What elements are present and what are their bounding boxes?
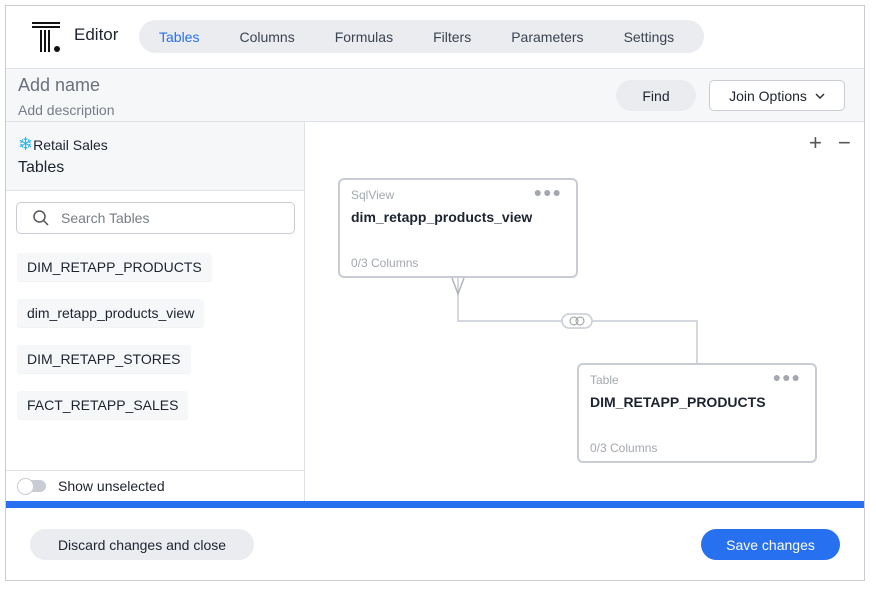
join-connector [451,277,698,363]
accent-divider [6,501,864,508]
source-name: Retail Sales [33,136,108,153]
find-button[interactable]: Find [616,80,696,111]
tab-formulas[interactable]: Formulas [334,28,394,45]
name-input[interactable]: Add name [18,75,101,95]
zoom-in-button[interactable]: + [809,130,822,155]
discard-button[interactable]: Discard changes and close [30,529,254,560]
card-type: Table [590,373,619,387]
card-name: dim_retapp_products_view [351,209,533,225]
tables-panel: ❄ Retail Sales Tables Search Tables DIM_R… [6,122,305,501]
tab-parameters[interactable]: Parameters [511,28,584,45]
table-card[interactable]: SqlView ●●● dim_retapp_products_view 0/3… [338,178,578,278]
zoom-out-button[interactable]: − [838,130,851,155]
editor-window: Editor Tables Columns Formulas Filters P… [5,5,865,581]
card-columns: 0/3 Columns [351,256,419,270]
tab-tables[interactable]: Tables [159,28,200,45]
data-source: ❄ Retail Sales [18,134,108,155]
description-input[interactable]: Add description [18,102,115,118]
save-button[interactable]: Save changes [701,529,840,560]
snowflake-icon: ❄ [18,134,34,154]
table-card[interactable]: Table ●●● DIM_RETAPP_PRODUCTS 0/3 Column… [577,363,817,463]
search-placeholder: Search Tables [61,210,150,226]
chevron-down-icon [815,92,825,99]
show-unselected-toggle[interactable] [17,478,46,495]
table-item[interactable]: DIM_RETAPP_STORES [17,345,191,373]
card-columns: 0/3 Columns [590,441,658,455]
show-unselected-label: Show unselected [58,478,165,494]
join-options-button[interactable]: Join Options [709,80,845,111]
footer: Discard changes and close Save changes [6,508,864,580]
table-item[interactable]: DIM_RETAPP_PRODUCTS [17,253,212,281]
find-label: Find [642,87,670,104]
more-options-icon[interactable]: ●●● [533,184,562,200]
tab-filters[interactable]: Filters [433,28,472,45]
table-item[interactable]: FACT_RETAPP_SALES [17,391,189,419]
join-type-icon[interactable] [561,313,593,329]
page-title: Editor [74,25,119,44]
tab-settings[interactable]: Settings [623,28,675,45]
table-item[interactable]: dim_retapp_products_view [17,299,205,327]
search-input[interactable]: Search Tables [16,202,295,234]
header: Editor Tables Columns Formulas Filters P… [6,6,864,69]
tab-bar: Tables Columns Formulas Filters Paramete… [139,20,704,53]
show-unselected-row: Show unselected [6,470,305,501]
name-bar: Add name Add description Find Join Optio… [6,69,864,122]
join-options-label: Join Options [729,87,807,104]
more-options-icon[interactable]: ●●● [772,369,801,385]
card-name: DIM_RETAPP_PRODUCTS [590,394,766,410]
logo-icon [32,22,60,52]
search-icon [33,210,49,226]
tab-columns[interactable]: Columns [239,28,295,45]
tables-heading: Tables [18,159,65,176]
join-canvas[interactable]: + − SqlView ●●● dim_retapp_products_view… [306,122,864,501]
card-type: SqlView [351,188,395,202]
